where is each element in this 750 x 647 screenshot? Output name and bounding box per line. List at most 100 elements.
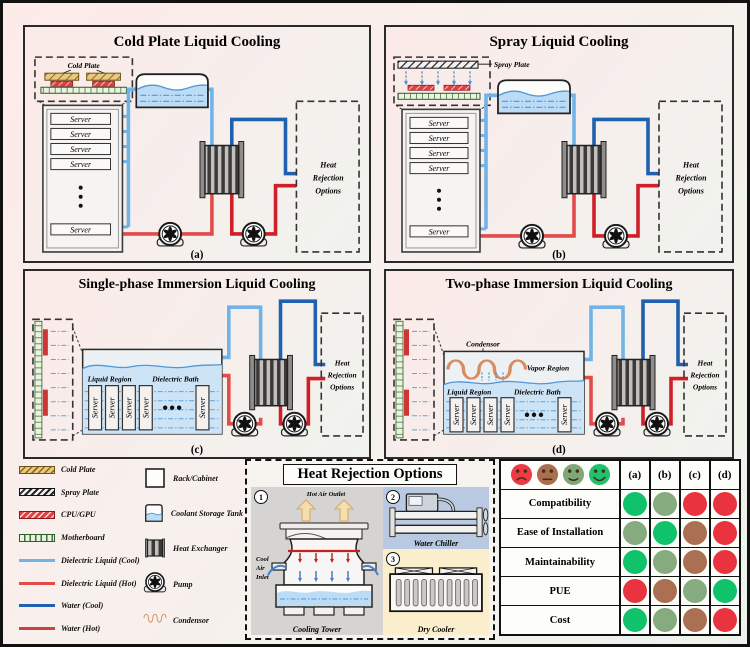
column-header-a: (a) (620, 461, 649, 489)
cool-air-swirl-left (267, 564, 286, 576)
pipe-dielectric-hot (221, 373, 263, 426)
heat-rejection-box: Heat Rejection Options (320, 312, 364, 437)
panel-c-caption: (c) (191, 444, 203, 456)
rating-circle-fair (622, 520, 647, 545)
immersed-servers: Server Server Server Server Server (449, 397, 572, 433)
svg-text:Server: Server (198, 396, 207, 418)
rating-circle-bad (682, 491, 707, 516)
rating-circle-poor (652, 579, 677, 604)
panel-c: Single-phase Immersion Liquid Cooling (23, 269, 371, 459)
rating-circle-good (622, 550, 647, 575)
legend-item-motherboard: Motherboard (19, 533, 143, 542)
cold-plate-label: Cold Plate (68, 61, 101, 70)
heat-exchanger-icon (611, 354, 656, 411)
water-chiller-section: 2 Water Chiller (383, 487, 489, 549)
legend-item-rack-cabinet: Rack/Cabinet (143, 467, 243, 489)
legend-item-water-hot: Water (Hot) (19, 624, 143, 633)
svg-text:Cool: Cool (256, 556, 269, 563)
svg-text:Server: Server (70, 145, 92, 154)
svg-text:Server: Server (70, 115, 92, 124)
spray-plate-label: Spray Plate (494, 60, 530, 69)
condensate-droplets (481, 372, 504, 381)
dry-cooler-label: Dry Cooler (417, 625, 455, 634)
legend-item-dielectric-hot: Dielectric Liquid (Hot) (19, 579, 143, 588)
svg-text:Rejection: Rejection (327, 371, 357, 380)
hot-air-outlet-label: Hot Air Outlet (306, 491, 346, 498)
legend-item-heat-exchanger: Heat Exchanger (143, 537, 243, 559)
pipe-water-hot (278, 376, 326, 426)
pipe-dielectric-hot (584, 375, 625, 426)
pipe-water-cool (230, 117, 297, 176)
rating-circle-poor (682, 520, 707, 545)
rating-circle-fair (652, 608, 677, 633)
svg-text:Options: Options (330, 383, 354, 392)
panel-d: Two-phase Immersion Liquid Cooling Conde… (384, 269, 734, 459)
cool-air-down-arrows (299, 571, 349, 578)
legend-item-dielectric-cool: Dielectric Liquid (Cool) (19, 556, 143, 565)
column-header-d: (d) (710, 461, 739, 489)
smiley-bad-icon (510, 464, 532, 486)
hot-spray-arrows (299, 553, 349, 559)
svg-text:Server: Server (429, 149, 451, 158)
svg-text:Air: Air (255, 565, 265, 572)
pipe-dielectric-hot (118, 122, 214, 236)
svg-text:Server: Server (429, 164, 451, 173)
legend: Cold Plate Spray Plate CPU/GPU Motherboa… (19, 461, 243, 639)
table-rating-cell (710, 548, 739, 576)
pump-icon (239, 221, 268, 247)
water-hot-line-icon (19, 626, 55, 630)
comparison-table: (a) (b) (c) (d) Compatibility Ease of Ins… (499, 459, 741, 636)
svg-text:Server: Server (560, 403, 569, 425)
pump-icon (280, 411, 309, 437)
coolant-tank-icon (497, 79, 571, 115)
spray-arrows (405, 71, 471, 82)
rating-circle-poor (682, 608, 707, 633)
dry-cooler-icon (389, 567, 483, 613)
svg-text:Server: Server (91, 396, 100, 418)
table-row-label: Cost (501, 606, 619, 634)
immersion-detail (393, 318, 435, 441)
svg-text:Server: Server (429, 227, 451, 236)
rating-circle-good (652, 520, 677, 545)
option-number-1: 1 (254, 490, 268, 504)
rating-circle-bad (622, 579, 647, 604)
heat-rejection-box: Heat Rejection Options (658, 100, 723, 253)
smiley-poor-icon (536, 464, 558, 486)
rating-circle-good (622, 491, 647, 516)
water-chiller-label: Water Chiller (413, 539, 459, 548)
svg-text:Heat: Heat (682, 161, 700, 170)
column-header-b: (b) (650, 461, 679, 489)
svg-text:Server: Server (70, 225, 92, 234)
cpu-icon (443, 84, 471, 91)
svg-text:Rejection: Rejection (312, 174, 344, 183)
panel-a-caption: (a) (191, 249, 204, 261)
legend-item-water-cool: Water (Cool) (19, 601, 143, 610)
svg-text:Options: Options (693, 383, 717, 392)
option-number-2: 2 (386, 490, 400, 504)
legend-item-cpu-gpu: CPU/GPU (19, 510, 143, 519)
table-rating-cell (650, 577, 679, 605)
cold-plate-icon (86, 72, 121, 81)
motherboard-icon (397, 92, 481, 100)
heat-exchanger-icon (561, 140, 607, 199)
table-row-label: PUE (501, 577, 619, 605)
table-row-label: Compatibility (501, 490, 619, 518)
svg-text:Server: Server (452, 403, 461, 425)
liquid-region-label: Liquid Region (87, 375, 132, 384)
svg-text:Server: Server (70, 160, 92, 169)
heat-exchanger-icon (199, 140, 245, 199)
rating-circle-bad (712, 491, 737, 516)
pipe-water-cool (278, 299, 326, 368)
table-rating-cell (650, 519, 679, 547)
panel-a-title: Cold Plate Liquid Cooling (114, 34, 281, 50)
cpu-icon (42, 329, 48, 356)
table-rating-cell (680, 548, 709, 576)
dry-cooler-section: 3 Dry Cooler (383, 549, 489, 635)
svg-text:Server: Server (429, 119, 451, 128)
spray-plate-icon (397, 60, 479, 69)
cold-plate-icon (19, 465, 55, 474)
vapor-region-label: Vapor Region (527, 364, 569, 373)
table-rating-cell (620, 490, 649, 518)
cpu-gpu-icon (19, 510, 55, 519)
